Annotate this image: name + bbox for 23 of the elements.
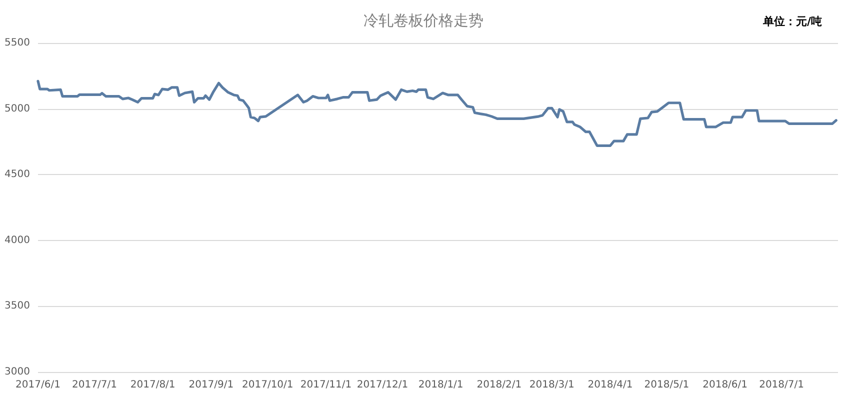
x-tick-label: 2018/1/1 — [418, 380, 464, 390]
y-tick-label: 3000 — [4, 366, 30, 378]
y-tick-label: 4000 — [4, 234, 30, 246]
x-tick-label: 2018/6/1 — [702, 380, 748, 390]
text: 单位：元/吨 — [762, 15, 822, 28]
x-tick-label: 2018/2/1 — [476, 380, 522, 390]
chart-title: 冷轧卷板价格走势 — [364, 12, 484, 30]
x-tick-label: 2018/3/1 — [529, 380, 574, 390]
y-tick-label: 5000 — [4, 103, 30, 114]
x-tick-label: 2018/5/1 — [644, 380, 690, 390]
x-tick-label: 2017/12/1 — [356, 380, 408, 390]
y-tick-label: 4500 — [4, 169, 30, 180]
x-tick-label: 2017/11/1 — [300, 380, 352, 390]
x-tick-label: 2017/9/1 — [188, 380, 234, 390]
x-tick-label: 2018/4/1 — [588, 380, 633, 390]
x-tick-label: 2017/7/1 — [72, 380, 117, 390]
x-tick-label: 2017/8/1 — [130, 380, 176, 390]
x-tick-label: 2017/6/1 — [16, 380, 60, 390]
x-tick-label: 2017/10/1 — [242, 380, 294, 390]
y-tick-label: 5500 — [4, 38, 30, 48]
line-series — [36, 80, 838, 147]
y-tick-label: 3500 — [4, 300, 30, 312]
x-tick-label: 2018/7/1 — [759, 380, 804, 390]
